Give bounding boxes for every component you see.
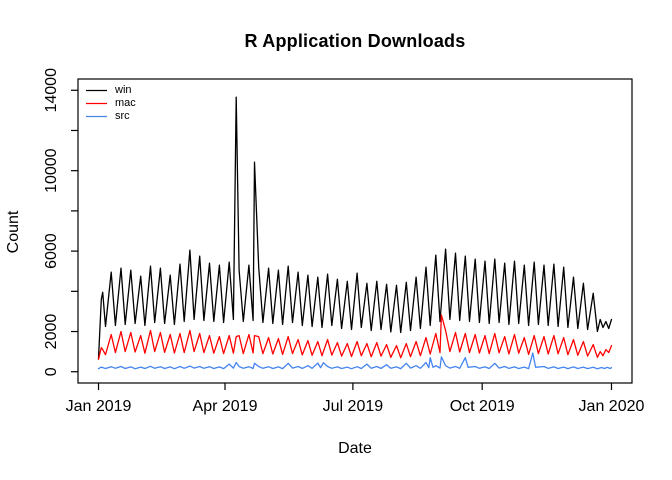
y-axis-label: Count bbox=[5, 210, 22, 254]
y-axis-tick-label: 14000 bbox=[43, 68, 60, 113]
plot-box bbox=[77, 78, 633, 384]
x-axis-tick-label: Jan 2019 bbox=[66, 398, 132, 415]
y-axis-tick-label: 2000 bbox=[43, 314, 60, 350]
legend-item-src: src bbox=[86, 110, 136, 123]
series-line-win bbox=[97, 96, 613, 360]
y-axis-tick-label: 10000 bbox=[43, 148, 60, 193]
y-axis-tick-label: 6000 bbox=[43, 233, 60, 269]
legend-label-src: src bbox=[115, 110, 130, 122]
x-axis-tick-label: Jul 2019 bbox=[323, 398, 384, 415]
legend-swatch-mac-line-icon bbox=[86, 102, 107, 105]
y-axis-tick-label: 0 bbox=[43, 367, 60, 376]
legend-item-mac: mac bbox=[86, 97, 136, 110]
legend-swatch-src-line-icon bbox=[86, 115, 107, 118]
x-axis-tick-label: Apr 2019 bbox=[193, 398, 258, 415]
chart-title: R Application Downloads bbox=[244, 31, 466, 51]
legend-label-mac: mac bbox=[115, 97, 136, 109]
legend-item-win: win bbox=[86, 84, 136, 97]
legend: win mac src bbox=[86, 84, 136, 123]
series-line-src bbox=[97, 352, 613, 370]
series-line-mac bbox=[97, 314, 613, 360]
legend-swatch-win-line-icon bbox=[86, 89, 107, 92]
x-axis-tick-label: Oct 2019 bbox=[450, 398, 515, 415]
legend-label-win: win bbox=[115, 84, 132, 96]
x-axis-label: Date bbox=[338, 440, 372, 457]
x-axis-tick-label: Jan 2020 bbox=[579, 398, 645, 415]
